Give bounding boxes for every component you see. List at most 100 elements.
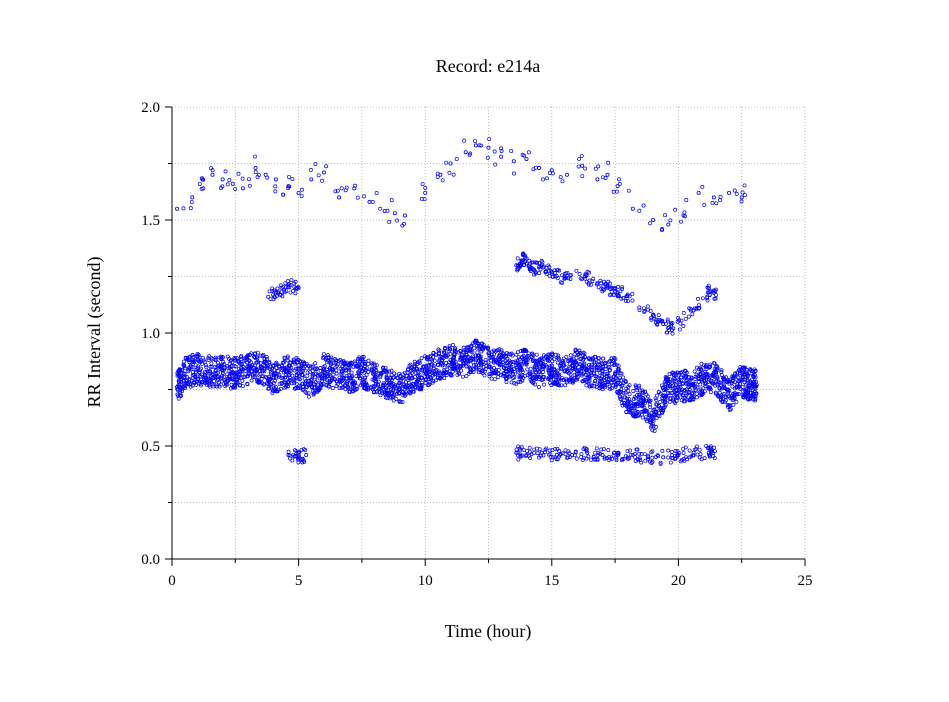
data-point [240,372,245,377]
data-point [416,373,421,378]
data-point [297,377,302,382]
data-point [349,361,354,366]
data-point [618,396,623,401]
data-point [578,276,583,281]
data-point [366,386,371,391]
data-point [274,362,279,367]
data-point [613,362,617,367]
data-point [182,374,187,379]
data-point [661,406,666,411]
data-point [461,356,466,361]
data-point [199,383,203,388]
data-point [345,380,349,385]
data-point [259,364,264,369]
data-point [596,164,601,169]
data-point [262,359,267,364]
data-point [323,356,328,361]
data-point [577,362,582,367]
data-point [221,370,225,375]
data-point [564,376,569,381]
data-point [595,281,600,286]
data-point [197,355,202,360]
data-point [644,417,649,422]
data-point [740,374,745,379]
data-point [350,385,355,390]
data-point [304,453,309,458]
data-point [223,169,228,174]
data-point [228,365,232,370]
data-point [632,455,637,459]
data-point [499,149,504,154]
data-point [500,360,505,365]
y-tick-label: 0.0 [141,552,160,568]
data-point [398,383,403,387]
data-point [511,367,516,372]
data-point [381,366,386,371]
data-point [579,455,584,460]
data-point [442,351,447,355]
data-point [402,213,407,218]
data-point [626,388,630,393]
data-point [515,368,520,373]
data-point [694,444,699,449]
data-point [250,368,254,373]
data-point [259,366,264,371]
data-point [398,374,403,379]
data-point [316,173,321,178]
data-point [658,406,663,410]
data-point [322,375,327,380]
data-point [571,364,576,369]
data-point [486,364,491,369]
data-point [675,394,680,399]
data-point [548,354,553,359]
data-point [383,366,388,371]
data-point [666,222,671,227]
data-point [702,382,707,386]
data-point [753,398,758,403]
data-point [370,200,375,204]
data-point [196,352,201,357]
data-point [329,361,334,366]
data-point [679,219,683,224]
data-point [546,368,551,373]
data-point [297,450,302,454]
data-point [574,268,579,273]
data-point [590,279,595,283]
data-point [482,373,487,378]
data-point [539,377,544,382]
data-point [545,354,550,359]
data-point [281,284,286,289]
data-point [669,391,674,395]
data-point [695,365,699,370]
data-point [203,363,208,368]
data-point [214,371,219,375]
data-point [285,355,290,360]
data-point [425,375,430,380]
data-point [739,199,744,204]
data-point [443,345,447,350]
data-point [398,380,403,385]
data-point [673,448,678,453]
data-point [751,374,756,379]
data-point [557,268,562,273]
data-point [660,318,665,323]
data-point [690,312,695,317]
data-point [239,357,244,362]
data-point [280,294,285,299]
data-point [188,384,193,389]
data-point [321,170,326,175]
data-point [354,374,359,379]
data-point [670,456,675,460]
data-point [518,368,523,373]
data-point [191,375,196,380]
data-point [378,206,383,211]
data-point [560,451,565,456]
data-point [468,151,473,156]
data-point [596,362,601,367]
data-point [220,355,225,360]
data-point [534,260,539,265]
data-point [342,360,347,365]
data-point [440,361,444,366]
data-point [641,390,646,395]
data-point [574,355,579,360]
